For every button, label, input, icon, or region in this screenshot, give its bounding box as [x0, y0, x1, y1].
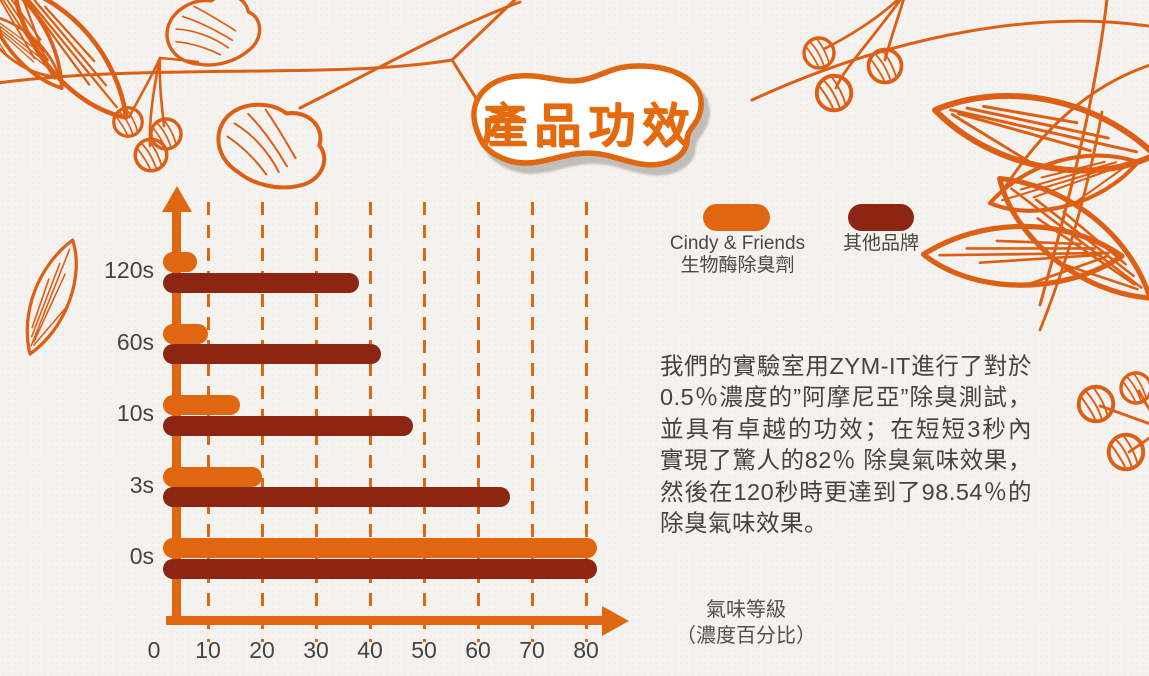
bar-other-0s: [163, 558, 597, 579]
gridline-70: [530, 202, 534, 642]
x-axis-caption: 氣味等級 （濃度百分比）: [648, 597, 844, 649]
x-tick-label-30: 30: [303, 637, 329, 663]
bar-cindy-120s: [163, 252, 198, 272]
y-tick-label-10s: 10s: [116, 400, 154, 426]
x-tick-label-70: 70: [519, 637, 545, 663]
bar-cindy-3s: [163, 466, 262, 487]
title-badge: 產品功效: [448, 55, 728, 185]
x-axis-line: [166, 616, 606, 625]
bar-other-3s: [163, 487, 511, 507]
berry-cluster-bottom-right: [1076, 371, 1149, 472]
legend-swatch-other: [848, 204, 914, 231]
bar-other-60s: [163, 344, 381, 364]
gridline-80: [584, 202, 588, 642]
x-axis-caption-line1: 氣味等級: [706, 599, 786, 621]
page-title: 產品功效: [480, 99, 696, 152]
gridline-60: [476, 202, 480, 642]
x-tick-label-20: 20: [249, 637, 275, 663]
legend-swatch-cindy: [703, 204, 770, 231]
y-tick-label-120s: 120s: [104, 257, 154, 283]
x-tick-label-80: 80: [573, 637, 599, 663]
legend-cindy-line1: Cindy & Friends: [669, 233, 806, 254]
bar-cindy-10s: [163, 395, 241, 415]
title-blob-shape: [471, 63, 704, 168]
leaf-cluster-right: [921, 110, 1149, 332]
bar-other-120s: [163, 272, 360, 293]
x-tick-label-40: 40: [357, 637, 383, 663]
gridline-50: [422, 202, 426, 642]
hatched-leaf-top-right: [930, 51, 1149, 215]
y-tick-label-0s: 0s: [129, 543, 154, 569]
x-tick-label-50: 50: [411, 637, 437, 663]
y-tick-label-3s: 3s: [129, 471, 154, 498]
x-tick-label-10: 10: [195, 637, 221, 663]
bar-cindy-0s: [163, 538, 597, 558]
bar-cindy-60s: [163, 323, 208, 344]
x-tick-label-0: 0: [147, 637, 161, 663]
x-tick-label-60: 60: [465, 637, 491, 663]
berry-cluster-top-left: [112, 56, 183, 173]
x-axis-arrow-icon: [602, 606, 629, 636]
flower-blossoms-top-left: [157, 0, 332, 195]
berry-cluster-top-right: [802, 0, 905, 113]
legend-label-cindy: Cindy & Friends 生物酶除臭劑: [660, 233, 815, 277]
description-text: 我們的實驗室用ZYM-IT進行了對於0.5％濃度的”阿摩尼亞”除臭測試，並具有卓…: [660, 352, 1032, 537]
y-tick-label-60s: 60s: [116, 328, 154, 355]
legend-label-other: 其他品牌: [842, 233, 919, 254]
x-axis-caption-line2: （濃度百分比）: [676, 625, 816, 647]
bar-other-10s: [163, 415, 414, 436]
legend-cindy-line2: 生物酶除臭劑: [680, 255, 795, 276]
